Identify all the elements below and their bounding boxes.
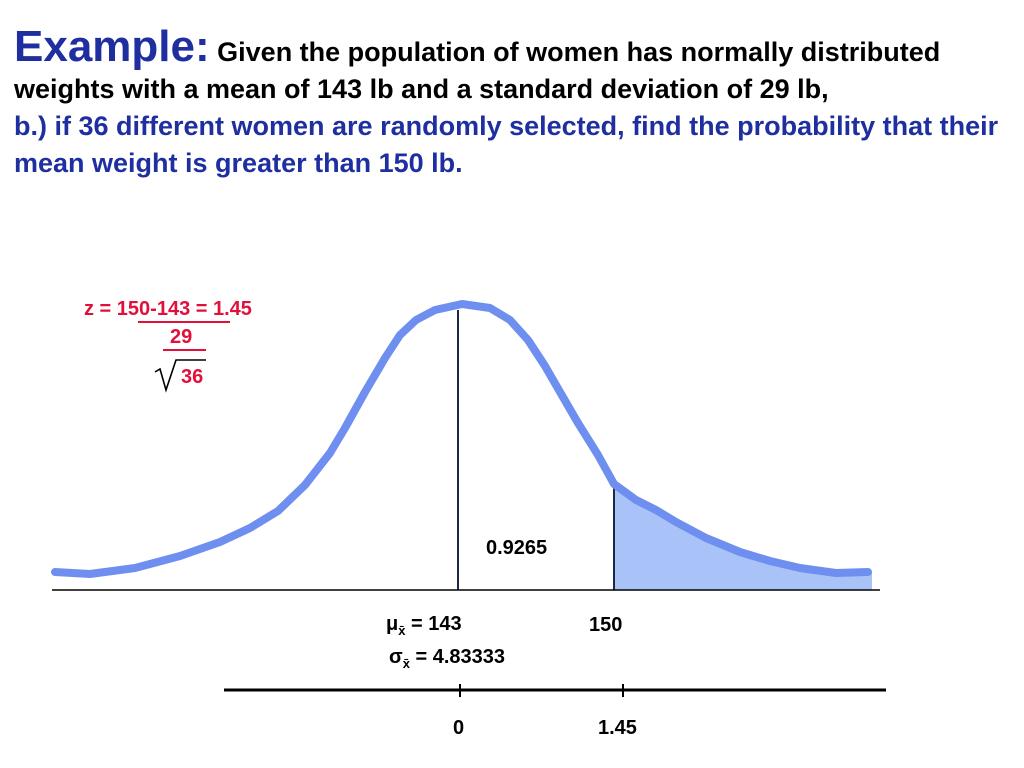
z-numerator: 150-143 (117, 298, 190, 320)
sigma-xbar-label: σx̄ = 4.83333 (389, 646, 505, 671)
problem-statement: Example: Given the population of women h… (14, 25, 1014, 182)
sigma-symbol: σ (389, 646, 403, 668)
sigma-value: 29 (170, 326, 192, 348)
x-value-label: 150 (589, 614, 622, 636)
bell-curve (51, 300, 872, 578)
area-label: 0.9265 (486, 537, 547, 559)
z-result: = 1.45 (190, 298, 252, 320)
mu-xbar-label: μx̄ = 143 (386, 613, 462, 638)
z-prefix: z = (84, 298, 117, 320)
question-text: b.) if 36 different women are randomly s… (14, 111, 999, 178)
example-label: Example: (14, 22, 210, 71)
mu-symbol: μ (386, 613, 398, 635)
z-zero-label: 0 (453, 717, 464, 739)
z-value-label: 1.45 (598, 717, 637, 739)
sqrt-symbol (154, 359, 206, 393)
mu-subscript: x̄ (398, 623, 406, 638)
sigma-subscript: x̄ (403, 656, 411, 671)
given-text: Given the population of women has normal… (14, 37, 941, 104)
z-formula-line: z = 150-143 = 1.45 (84, 298, 252, 320)
shaded-tail-area (614, 484, 872, 590)
sample-size: 36 (181, 366, 203, 388)
mu-value: = 143 (405, 613, 461, 635)
sigma-value-xbar: = 4.83333 (410, 646, 505, 668)
